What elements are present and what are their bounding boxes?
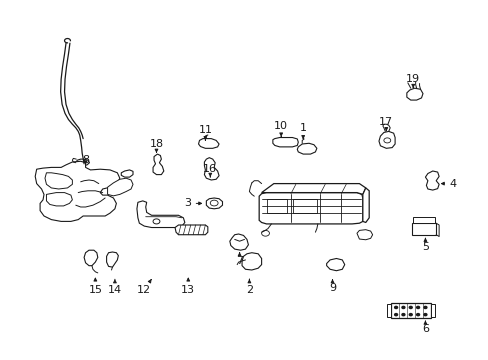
Circle shape — [261, 230, 269, 236]
Bar — [386, 304, 390, 317]
Text: 1: 1 — [299, 123, 306, 139]
Text: 5: 5 — [421, 238, 428, 252]
Bar — [430, 304, 434, 317]
Text: 4: 4 — [441, 179, 456, 189]
Text: 6: 6 — [421, 321, 428, 334]
Text: 19: 19 — [406, 74, 419, 87]
Polygon shape — [326, 258, 344, 271]
Bar — [390, 303, 430, 318]
Polygon shape — [272, 138, 298, 147]
Circle shape — [394, 306, 397, 309]
Circle shape — [408, 306, 411, 309]
Bar — [293, 199, 316, 213]
Polygon shape — [121, 170, 133, 177]
Circle shape — [416, 314, 419, 316]
Polygon shape — [356, 230, 372, 240]
Polygon shape — [35, 161, 120, 221]
Circle shape — [416, 306, 419, 309]
Bar — [266, 199, 286, 213]
Polygon shape — [261, 184, 365, 194]
Circle shape — [423, 314, 426, 316]
Circle shape — [210, 200, 218, 206]
Polygon shape — [153, 154, 163, 175]
Bar — [411, 223, 435, 235]
Polygon shape — [259, 193, 362, 224]
Circle shape — [383, 138, 390, 143]
Circle shape — [401, 314, 404, 316]
Polygon shape — [107, 178, 133, 196]
Circle shape — [394, 314, 397, 316]
Text: 9: 9 — [328, 280, 335, 293]
Polygon shape — [106, 252, 118, 267]
Text: 17: 17 — [379, 117, 392, 131]
Text: 18: 18 — [149, 139, 163, 152]
Text: 10: 10 — [274, 121, 287, 136]
Text: 3: 3 — [183, 198, 201, 208]
Text: 16: 16 — [203, 164, 217, 177]
Circle shape — [423, 306, 426, 309]
Text: 7: 7 — [236, 253, 243, 266]
Text: 13: 13 — [181, 278, 195, 295]
Text: 12: 12 — [137, 280, 151, 295]
Polygon shape — [175, 225, 207, 235]
Circle shape — [401, 306, 404, 309]
Bar — [412, 217, 434, 223]
Text: 2: 2 — [245, 279, 252, 295]
Polygon shape — [406, 88, 422, 100]
Polygon shape — [45, 173, 72, 189]
Text: 15: 15 — [88, 278, 102, 295]
Text: 14: 14 — [108, 279, 122, 295]
Polygon shape — [206, 198, 222, 209]
Polygon shape — [46, 193, 72, 206]
Polygon shape — [242, 253, 261, 270]
Text: 11: 11 — [198, 125, 212, 140]
Circle shape — [408, 314, 411, 316]
Polygon shape — [198, 139, 219, 148]
Polygon shape — [84, 250, 98, 266]
Text: 8: 8 — [82, 155, 89, 165]
Polygon shape — [229, 234, 248, 250]
Circle shape — [153, 219, 160, 224]
Polygon shape — [378, 131, 394, 148]
Polygon shape — [204, 158, 219, 180]
Polygon shape — [137, 201, 184, 228]
Polygon shape — [425, 171, 438, 190]
Polygon shape — [76, 159, 89, 166]
Polygon shape — [362, 188, 368, 222]
Polygon shape — [297, 143, 316, 154]
